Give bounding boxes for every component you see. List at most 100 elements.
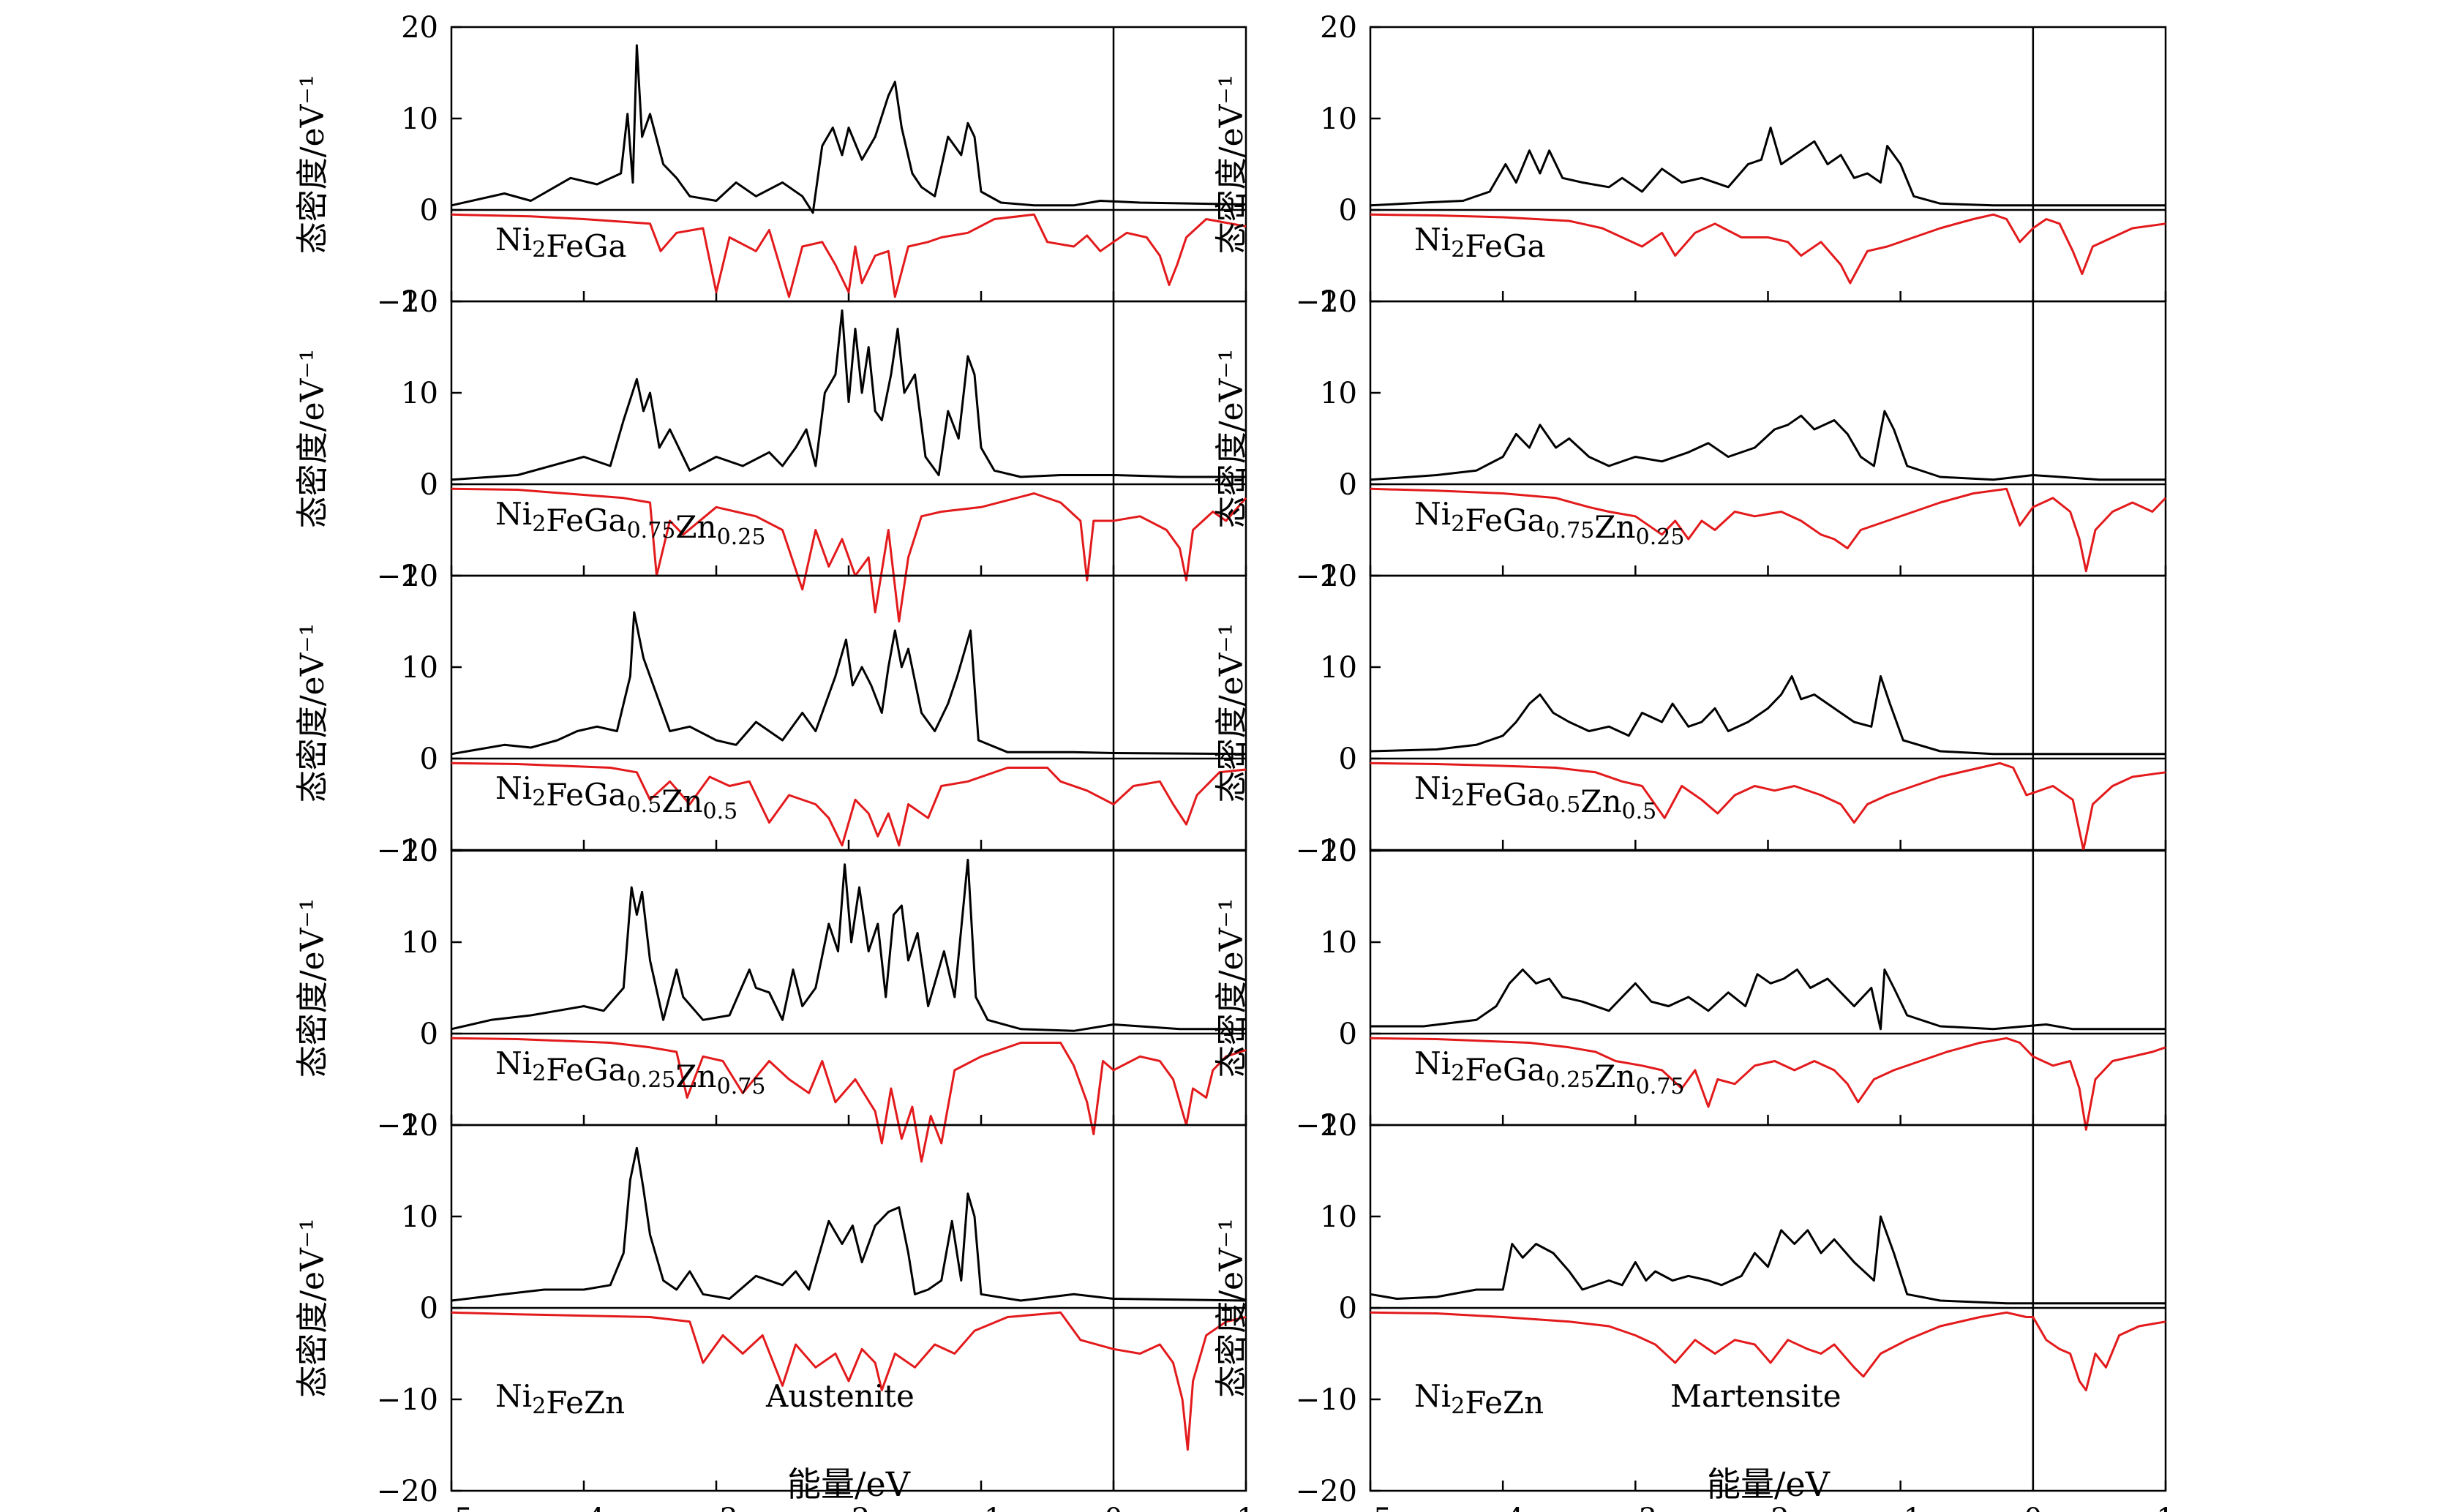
y-axis-label: 态密度/eV⁻¹ [294, 623, 331, 803]
compound-text: FeGa [1465, 503, 1545, 538]
compound-subscript: 0.25 [627, 1067, 676, 1093]
compound-text: FeGa [1465, 1052, 1545, 1088]
compound-label: Ni2FeGa0.5Zn0.5 [1414, 770, 1656, 824]
compound-text: Zn [1594, 509, 1635, 545]
x-tick-label: −4 [1482, 1502, 1525, 1512]
series-spin-down-line [451, 1037, 1247, 1163]
y-axis-label: 态密度/eV⁻¹ [1213, 349, 1250, 529]
y-tick-label: 20 [1320, 285, 1357, 319]
compound-label: Ni2FeGa0.75Zn0.25 [1414, 496, 1684, 550]
y-axis-label: 态密度/eV⁻¹ [294, 898, 331, 1078]
compound-subscript: 0.5 [1622, 799, 1657, 824]
compound-text: Ni [495, 222, 532, 257]
x-tick-label: −2 [827, 1502, 871, 1512]
x-tick-label: −3 [695, 1502, 738, 1512]
y-axis-label: 态密度/eV⁻¹ [1213, 898, 1250, 1078]
compound-text: Zn [661, 783, 702, 819]
compound-text: FeGa [1465, 777, 1545, 813]
y-tick-label: −20 [377, 1475, 438, 1508]
compound-text: FeGa [546, 777, 626, 813]
x-tick-label: 1 [1236, 1502, 1255, 1512]
y-tick-label: −10 [1296, 1383, 1357, 1417]
y-tick-label: −10 [377, 560, 438, 593]
compound-label: Ni2FeZn [1414, 1378, 1544, 1421]
x-tick-label: −1 [960, 1502, 1003, 1512]
compound-text: Ni [495, 1045, 532, 1081]
x-tick-label: −4 [563, 1502, 606, 1512]
series-spin-down-line [451, 761, 1247, 847]
y-tick-label: 10 [1320, 102, 1357, 136]
series-spin-down-line [1370, 1311, 2166, 1391]
compound-text: Zn [675, 1058, 716, 1094]
y-tick-label: −10 [1296, 285, 1357, 319]
y-tick-label: 10 [1320, 651, 1357, 685]
compound-text: Zn [1580, 783, 1621, 819]
series-spin-down-line [451, 487, 1247, 623]
y-tick-label: 0 [420, 1018, 438, 1051]
compound-text: Ni [495, 496, 532, 532]
y-axis-label: 态密度/eV⁻¹ [1213, 75, 1250, 255]
y-axis-label: 态密度/eV⁻¹ [1213, 623, 1250, 803]
series-spin-down-line [1370, 1037, 2166, 1131]
y-tick-label: 0 [1339, 468, 1357, 502]
series-spin-down-line [1370, 487, 2167, 573]
compound-label: Ni2FeGa0.25Zn0.75 [1414, 1045, 1684, 1099]
compound-subscript: 2 [1451, 786, 1465, 811]
y-tick-label: −10 [1296, 1109, 1357, 1143]
y-tick-label: 20 [1320, 1109, 1357, 1143]
series-spin-up-line [451, 44, 1247, 214]
y-tick-label: 20 [1320, 835, 1357, 868]
compound-text: Ni [495, 1378, 532, 1414]
series-spin-up-line [451, 859, 1246, 1032]
y-tick-label: 0 [420, 194, 438, 227]
x-tick-label: −2 [1746, 1502, 1790, 1512]
compound-text: Zn [675, 509, 716, 545]
compound-label: Ni2FeGa0.25Zn0.75 [495, 1045, 765, 1099]
compound-subscript: 0.75 [627, 518, 676, 544]
compound-subscript: 2 [1451, 1061, 1465, 1086]
panel-0-4: 20100−10−20态密度/eV⁻¹Ni2FeZnAustenite−5−4−… [294, 1109, 1255, 1512]
compound-text: FeGa [1465, 228, 1545, 264]
compound-subscript: 0.5 [1546, 792, 1581, 818]
series-spin-up-line [1370, 1215, 2166, 1305]
x-tick-label: 0 [1104, 1502, 1122, 1512]
y-axis-label: 态密度/eV⁻¹ [294, 75, 331, 255]
compound-subscript: 0.5 [627, 792, 662, 818]
y-tick-label: 20 [1320, 560, 1357, 593]
compound-subscript: 2 [532, 1061, 546, 1086]
compound-subscript: 2 [532, 511, 546, 537]
compound-subscript: 2 [1451, 511, 1465, 537]
series-spin-up-line [451, 611, 1247, 756]
compound-label: Ni2FeGa [495, 222, 627, 264]
y-tick-label: 0 [420, 1292, 438, 1325]
compound-subscript: 0.25 [717, 524, 766, 550]
compound-label: Ni2FeGa0.5Zn0.5 [495, 770, 737, 824]
y-tick-label: 20 [401, 11, 438, 45]
x-tick-label: 1 [2156, 1502, 2174, 1512]
y-tick-label: −10 [377, 1383, 438, 1417]
y-tick-label: −10 [377, 285, 438, 319]
panel-0-1: 20 10 0 −10 态密度/eV⁻¹ Ni2FeGa0.75Zn0.25 [294, 285, 1247, 623]
series-spin-down-line [1370, 761, 2166, 851]
y-tick-label: 10 [1320, 926, 1357, 960]
compound-subscript: 2 [532, 237, 546, 263]
x-tick-label: −5 [430, 1502, 473, 1512]
y-tick-label: 0 [420, 468, 438, 502]
phase-title: Martensite [1670, 1378, 1841, 1414]
x-tick-label: −1 [1879, 1502, 1922, 1512]
y-axis-label: 态密度/eV⁻¹ [1213, 1218, 1250, 1398]
compound-label: Ni2FeGa0.75Zn0.25 [495, 496, 765, 550]
y-tick-label: 0 [1339, 1018, 1357, 1051]
series-spin-up-line [1370, 127, 2166, 207]
y-tick-label: 10 [401, 102, 438, 136]
y-tick-label: 10 [401, 377, 438, 410]
y-tick-label: 20 [401, 1109, 438, 1143]
x-tick-label: 0 [2024, 1502, 2042, 1512]
y-tick-label: −10 [377, 834, 438, 868]
x-tick-label: −5 [1349, 1502, 1392, 1512]
y-tick-label: 10 [1320, 377, 1357, 410]
compound-text: FeGa [546, 228, 626, 264]
panel-1-0: 20 10 0 −10 态密度/eV⁻¹ Ni2FeGa [1213, 11, 2167, 319]
